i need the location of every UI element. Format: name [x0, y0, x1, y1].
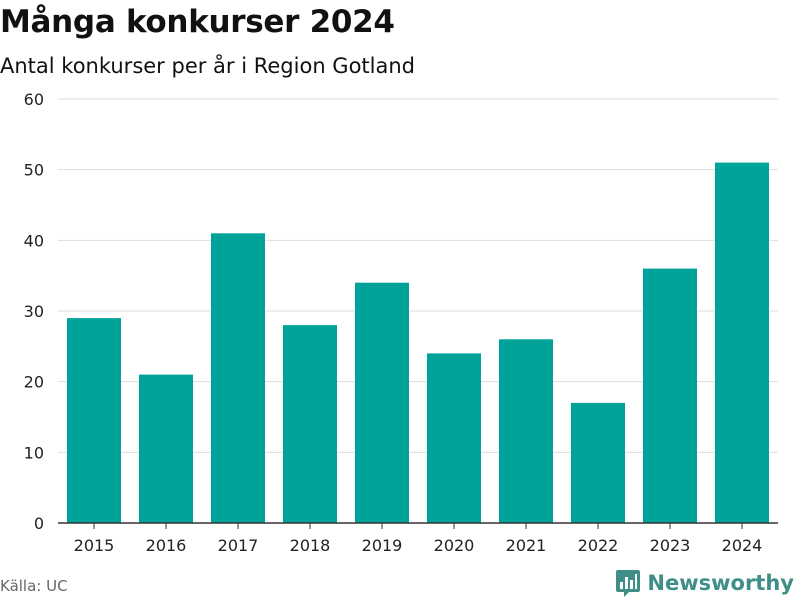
y-tick-label: 10: [24, 443, 44, 462]
bar: [427, 353, 481, 523]
chart-title: Många konkurser 2024: [0, 4, 395, 40]
bar: [283, 325, 337, 523]
bar: [571, 402, 625, 523]
y-tick-label: 50: [24, 161, 44, 180]
x-tick-label: 2018: [290, 536, 331, 555]
y-tick-label: 0: [34, 514, 44, 533]
axes: 0 10 20 30 40 50 60 2015 2016 2017 2018 2019 2020 202…: [24, 90, 778, 555]
x-tick-label: 2021: [506, 536, 547, 555]
source-note: Källa: UC: [0, 577, 68, 595]
y-tick-label: 40: [24, 231, 44, 250]
y-tick-label: 20: [24, 373, 44, 392]
x-tick-label: 2023: [650, 536, 691, 555]
x-tick-label: 2016: [146, 536, 187, 555]
chart-subtitle: Antal konkurser per år i Region Gotland: [0, 54, 415, 78]
brand-logo: Newsworthy: [615, 568, 794, 598]
bar: [499, 339, 553, 523]
x-tick-label: 2020: [434, 536, 475, 555]
x-tick-label: 2019: [362, 536, 403, 555]
bar: [643, 268, 697, 523]
y-tick-label: 60: [24, 90, 44, 109]
bar: [355, 282, 409, 523]
bar: [715, 162, 769, 523]
brand-name: Newsworthy: [647, 571, 794, 595]
x-tick-label: 2015: [74, 536, 115, 555]
bars: [67, 162, 769, 524]
x-tick-label: 2022: [578, 536, 619, 555]
bar: [211, 233, 265, 524]
bar: [67, 318, 121, 523]
newsworthy-logo-icon: [616, 570, 641, 597]
y-tick-label: 30: [24, 302, 44, 321]
x-tick-label: 2024: [722, 536, 763, 555]
bar: [139, 374, 193, 523]
x-tick-label: 2017: [218, 536, 259, 555]
